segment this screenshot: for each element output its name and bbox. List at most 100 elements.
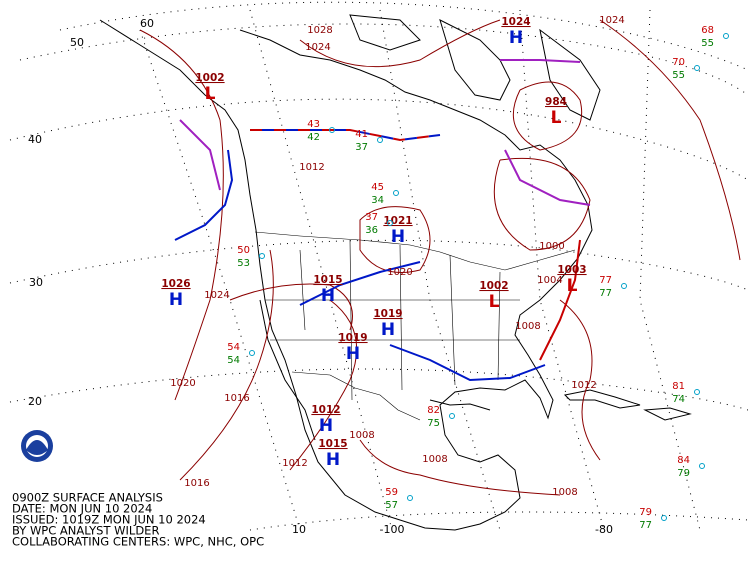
latitude-label: 60: [140, 17, 154, 30]
center-symbol: L: [205, 84, 216, 104]
pressure-value: 1003: [557, 264, 586, 276]
center-symbol: H: [391, 227, 405, 247]
cold-front: [389, 344, 546, 382]
occluded-front: [504, 149, 591, 206]
latitude-label: 50: [70, 36, 84, 49]
stationary-front: [250, 129, 441, 142]
noaa-logo: [21, 430, 53, 462]
dewpoint: 42: [307, 132, 320, 143]
station-dot: [407, 495, 413, 501]
station-dot: [249, 350, 255, 356]
temperature: 41: [355, 129, 368, 140]
temperature: 43: [307, 119, 320, 130]
center-symbol: H: [381, 320, 395, 340]
isobar-label: 1024: [599, 15, 624, 26]
temperature: 77: [599, 275, 612, 286]
isobar-label: 1008: [349, 430, 374, 441]
isobar-label: 1024: [305, 42, 330, 53]
station-dot: [259, 253, 265, 259]
pressure-value: 1024: [501, 16, 530, 28]
cold-front: [174, 149, 234, 241]
dewpoint: 57: [385, 500, 398, 511]
center-symbol: H: [319, 416, 333, 436]
pressure-value: 1002: [195, 72, 224, 84]
center-symbol: H: [169, 290, 183, 310]
caption-line: DATE: MON JUN 10 2024: [12, 502, 152, 516]
station-dot: [329, 127, 335, 133]
isobar-label: 1016: [224, 393, 249, 404]
pressure-value: 1021: [383, 215, 412, 227]
station-dot: [694, 389, 700, 395]
occluded-front: [179, 119, 221, 191]
station-dot: [393, 190, 399, 196]
temperature: 82: [427, 405, 440, 416]
stationary-front: [250, 129, 441, 142]
temperature: 54: [227, 342, 240, 353]
pressure-value: 1026: [161, 278, 190, 290]
center-symbol: H: [346, 344, 360, 364]
pressure-value: 984: [545, 96, 567, 108]
isobar-label: 1004: [537, 275, 562, 286]
borders: [254, 231, 576, 421]
latitude-label: 30: [29, 276, 43, 289]
dewpoint: 77: [599, 288, 612, 299]
isobar-label: 1012: [299, 162, 324, 173]
latitude-label: 20: [28, 395, 42, 408]
station-dot: [387, 220, 393, 226]
center-symbol: H: [509, 28, 523, 48]
dewpoint: 79: [677, 468, 690, 479]
pressure-value: 1019: [373, 308, 402, 320]
temperature: 37: [365, 212, 378, 223]
center-symbol: L: [489, 292, 500, 312]
isobar-label: 1024: [204, 290, 229, 301]
isobar-label: 1016: [184, 478, 209, 489]
station-dot: [699, 463, 705, 469]
dewpoint: 55: [701, 38, 714, 49]
longitude-label: -100: [380, 523, 405, 536]
dewpoint: 75: [427, 418, 440, 429]
cold-front: [299, 261, 421, 306]
station-dot: [661, 515, 667, 521]
pressure-value: 1015: [318, 438, 347, 450]
dewpoint: 77: [639, 520, 652, 531]
caption-line: 0900Z SURFACE ANALYSIS: [12, 491, 163, 505]
temperature: 84: [677, 455, 690, 466]
occluded-front: [500, 59, 581, 63]
isobar-label: 1020: [170, 378, 195, 389]
dewpoint: 36: [365, 225, 378, 236]
dewpoint: 55: [672, 70, 685, 81]
dewpoint: 54: [227, 355, 240, 366]
warm-front: [539, 239, 581, 361]
isobars: [139, 19, 741, 496]
caption-line: ISSUED: 1019Z MON JUN 10 2024: [12, 513, 206, 527]
caption-line: BY WPC ANALYST WILDER: [12, 524, 159, 538]
center-symbol: L: [551, 108, 562, 128]
center-symbol: H: [321, 286, 335, 306]
isobar-label: 1028: [307, 25, 332, 36]
latitude-label: 10: [292, 523, 306, 536]
fronts: [174, 59, 591, 382]
pressure-value: 1002: [479, 280, 508, 292]
dewpoint: 53: [237, 258, 250, 269]
temperature: 68: [701, 25, 714, 36]
